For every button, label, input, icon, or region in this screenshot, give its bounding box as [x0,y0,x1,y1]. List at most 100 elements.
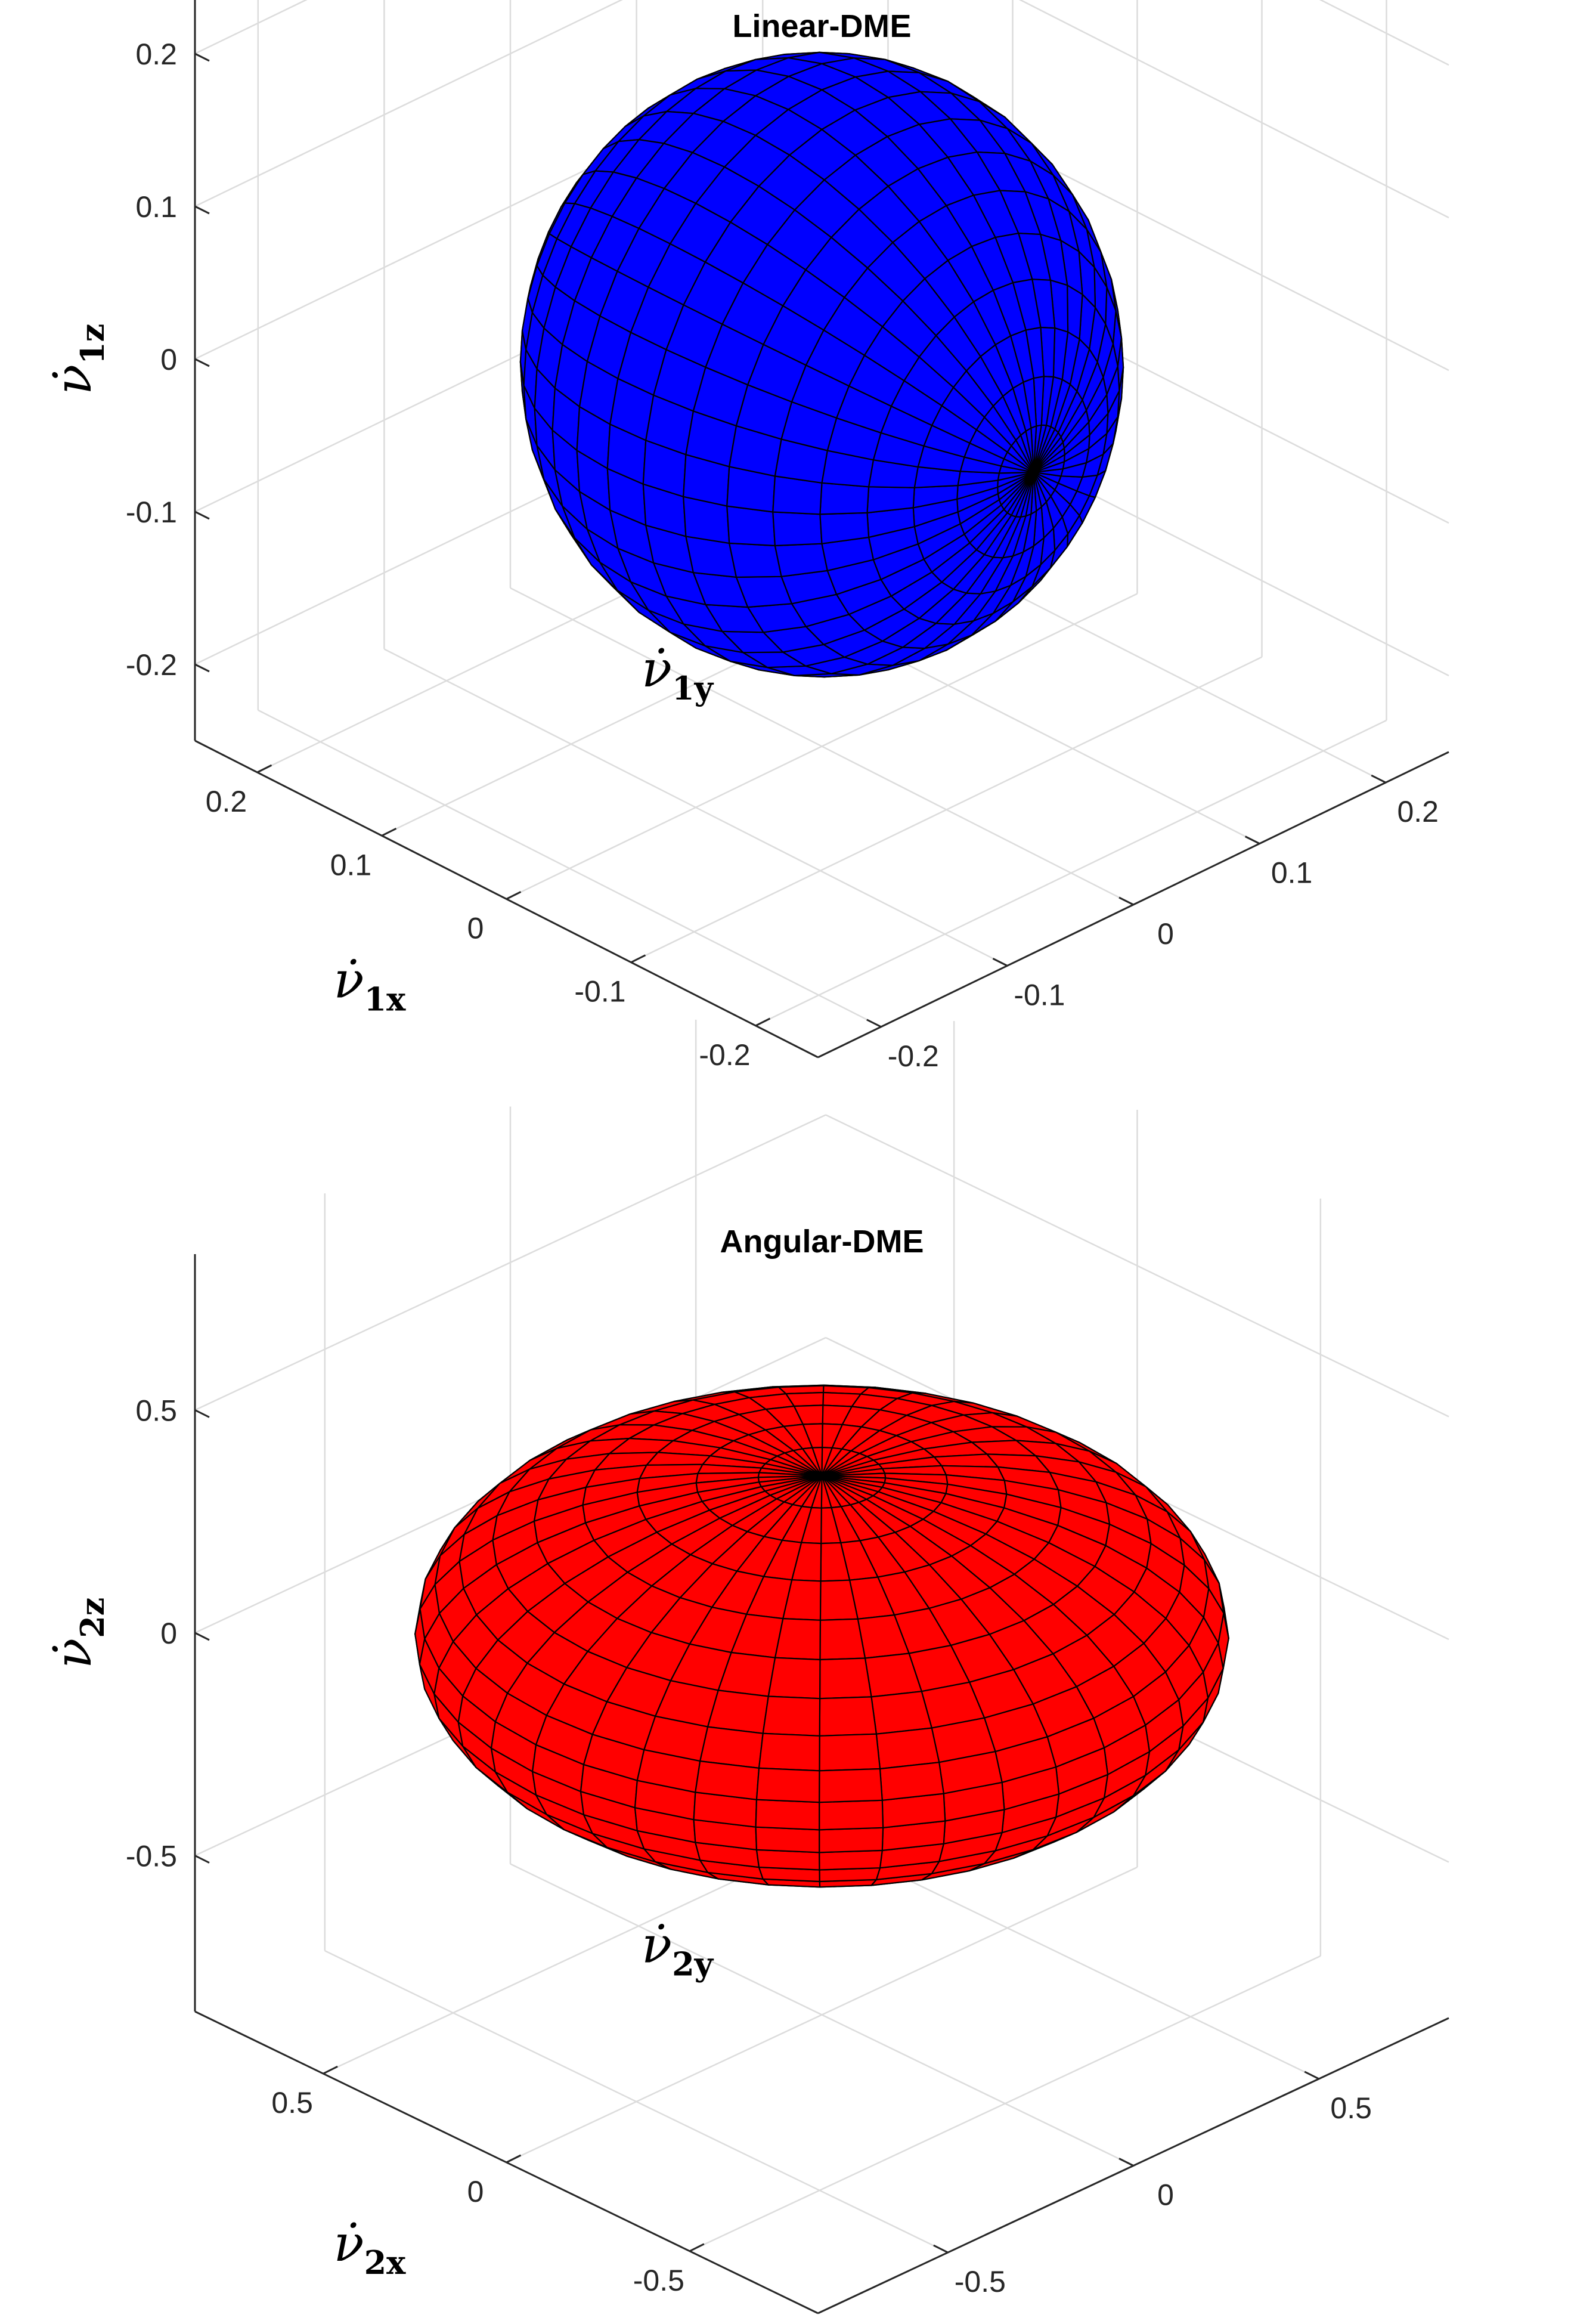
plot-angular-dme: Angular-DME -0.5 0 0.5 -0.5 0 0.5 -0.5 0 0.5 ν̇2x ν… [44,1019,1449,2314]
surface-patch [933,1453,999,1468]
chart-title: Angular-DME [720,1224,924,1260]
z-tick-label: 0.2 [135,38,177,71]
surface-patch [767,1657,821,1700]
y-tick-label: -0.2 [888,1039,939,1073]
gridline-z-wall-y [1319,0,1449,66]
ellipsoid-surface [414,1384,1229,1888]
x-tick [689,2243,705,2252]
surface-patch [819,1768,883,1803]
z-tick [194,1855,210,1864]
z-tick [194,1632,210,1641]
x-tick [630,954,646,964]
surface-patch [755,1767,820,1803]
y-tick-label: -0.5 [955,2265,1006,2298]
surface-patch [1067,284,1083,340]
x-tick [323,2065,338,2075]
surface-patch [819,1827,884,1853]
y-tick-label: -0.1 [1014,978,1065,1011]
surface-patch [819,482,870,515]
x-tick-label: 0.5 [271,2086,313,2119]
y-tick-label: 0 [1157,2178,1174,2212]
y-tick-label: 0.1 [1271,856,1313,890]
surface-patch [774,1618,822,1661]
y-tick-label: 0.5 [1330,2091,1372,2125]
chart-title: Linear-DME [732,8,911,44]
x-tick [506,2154,522,2164]
surface-patch [758,1732,820,1772]
surface-patch [866,486,915,514]
x-tick-label: 0.1 [330,848,372,881]
y-tick-label: 0.2 [1397,795,1439,828]
gridline-z-wall-y [825,1114,1449,1418]
surface-patch [755,1849,820,1871]
z-tick-label: -0.2 [126,648,177,682]
x-axis-label: ν̇2x [334,2214,407,2282]
gridline-z-wall-x [194,0,623,208]
y-tick [1244,835,1260,844]
surface-patch [755,1799,820,1831]
surface-patch [819,1657,872,1700]
surface-patch [819,1618,866,1661]
y-axis-label: ν̇2y [642,1916,714,1983]
surface-patch [875,1727,940,1770]
y-tick [992,958,1008,967]
surface-patch [762,1695,821,1737]
z-tick-label: -0.5 [126,1840,177,1873]
gridline-z-wall-x [194,1114,826,1411]
z-axis-label: ν̇1z [44,324,111,395]
surface-patch [879,1762,944,1801]
surface-patch [819,1799,884,1831]
x-tick-label: -0.1 [574,975,625,1008]
surface-patch [695,1760,760,1800]
z-tick [194,1409,210,1418]
surface-patch [755,1826,820,1853]
y-tick [1118,2158,1134,2167]
y-axis-label: ν̇1y [642,640,714,707]
y-tick [866,1019,882,1028]
surface-patch [772,511,823,547]
x-tick [381,827,397,837]
plot-linear-dme: Linear-DME -0.2 -0.1 0 0.1 0.2 -0.2 -0.1 0 0.1 0.2… [44,0,1449,1073]
surface-patch [774,543,828,577]
gridline-y-floor [258,709,882,1028]
z-axis-label: ν̇2z [44,1598,111,1669]
z-tick-label: 0.5 [135,1394,177,1427]
gridline-z-wall-y [1018,0,1449,219]
surface-patch [819,1696,878,1737]
surface-patch [870,1691,932,1735]
z-tick [194,510,210,520]
gridline-y-floor [510,1863,1134,2167]
z-tick-label: -0.1 [126,496,177,529]
gridline-y-floor [383,648,1008,967]
surface-patch [729,542,782,578]
gridline-y-floor [510,587,1134,906]
x-tick-label: 0 [467,912,484,945]
x-tick [755,1017,771,1027]
z-tick-label: 0 [160,1617,177,1650]
z-tick [194,358,210,367]
ellipsoid-surface [519,51,1124,678]
z-tick [194,205,210,215]
x-tick-label: 0.2 [206,785,247,818]
y-tick [1371,774,1386,784]
y-tick [933,2244,949,2254]
z-tick-label: 0.1 [135,190,177,224]
gridline-y-floor [324,1949,949,2254]
y-tick [1304,2071,1319,2080]
y-tick [1118,896,1134,906]
x-axis-label: ν̇1x [334,951,407,1019]
z-tick-label: 0 [160,343,177,376]
x-tick [256,764,272,773]
x-tick-label: -0.2 [699,1038,750,1072]
gridline-z-wall-x [194,0,308,55]
surface-patch [819,1733,881,1772]
surface-patch [726,505,776,547]
z-tick [194,52,210,62]
z-tick [194,663,210,673]
x-tick [506,891,522,900]
surface-patch [805,329,866,387]
x-tick-label: -0.5 [633,2264,684,2297]
x-tick-label: 0 [467,2175,484,2208]
surface-patch [707,1689,769,1734]
